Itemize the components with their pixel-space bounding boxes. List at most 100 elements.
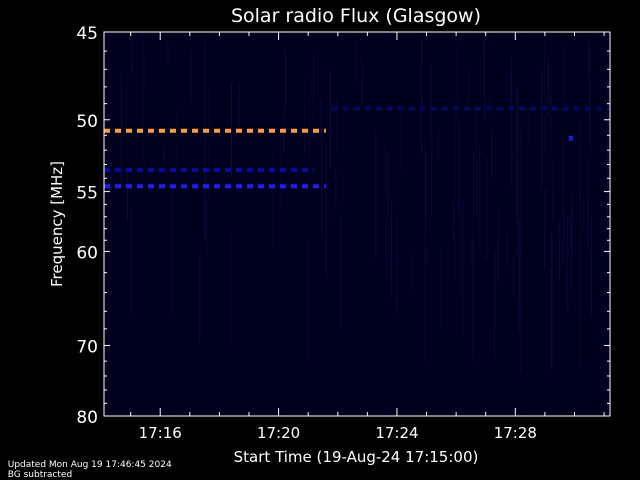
noise-streak [303, 75, 305, 166]
x-tick-label: 17:24 [375, 424, 418, 442]
noise-streak [340, 218, 342, 326]
noise-streak [544, 188, 546, 269]
noise-streak [437, 130, 439, 160]
noise-streak [354, 60, 356, 89]
noise-streak [565, 241, 567, 306]
noise-streak [401, 112, 402, 173]
noise-streak [527, 108, 529, 147]
noise-streak [497, 208, 499, 281]
noise-streak [204, 103, 206, 243]
noise-streak [320, 99, 322, 233]
noise-streak [606, 79, 608, 177]
noise-streak [470, 238, 472, 264]
x-tick-label: 17:16 [139, 424, 182, 442]
noise-streak [506, 234, 508, 268]
noise-streak [453, 97, 455, 204]
y-tick-label: 60 [76, 243, 98, 263]
y-tick-label: 80 [76, 408, 98, 428]
noise-streak [125, 85, 127, 129]
noise-streak [550, 230, 552, 370]
y-axis-label: Frequency [MHz] [48, 161, 66, 287]
noise-streak [457, 44, 459, 147]
noise-streak [548, 58, 549, 116]
noise-streak [396, 219, 398, 315]
noise-streak [489, 95, 491, 117]
y-tick-label: 70 [76, 337, 98, 357]
noise-streak [511, 56, 513, 187]
noise-streak [472, 235, 474, 358]
noise-streak [550, 86, 552, 152]
noise-streak [473, 154, 475, 215]
noise-streak [325, 144, 327, 280]
noise-streak [515, 87, 517, 216]
noise-streak [512, 256, 514, 295]
noise-streak [458, 121, 460, 215]
noise-streak [468, 67, 470, 103]
noise-streak [204, 38, 206, 116]
noise-streak [238, 83, 240, 129]
noise-streak [356, 39, 358, 73]
noise-streak [462, 202, 464, 337]
noise-streak [163, 144, 165, 166]
noise-streak [143, 125, 145, 165]
noise-streak [591, 216, 592, 316]
x-tick-label: 17:20 [257, 424, 300, 442]
x-tick-label: 17:28 [494, 424, 537, 442]
noise-streak [104, 62, 106, 131]
noise-streak [231, 83, 232, 178]
noise-streak [388, 148, 390, 260]
noise-streak [280, 125, 282, 206]
noise-streak [516, 139, 518, 256]
noise-streak [583, 193, 585, 235]
plot-frame [103, 31, 611, 417]
noise-streak [543, 42, 545, 155]
noise-streak [550, 123, 552, 172]
y-tick-label: 50 [76, 112, 98, 132]
noise-streak [285, 50, 286, 112]
noise-streak [199, 255, 201, 343]
noise-streak [304, 127, 306, 156]
noise-streak [361, 60, 363, 106]
noise-streak [440, 245, 442, 327]
noise-streak [130, 209, 132, 314]
noise-streak [272, 154, 274, 249]
noise-streak [144, 56, 146, 88]
noise-streak [309, 97, 311, 161]
noise-streak [127, 173, 128, 221]
noise-streak [580, 232, 581, 368]
noise-streak [571, 190, 573, 288]
noise-streak [430, 63, 432, 143]
noise-streak [208, 86, 210, 203]
noise-streak [479, 144, 480, 248]
noise-streak [579, 123, 581, 229]
noise-streak [375, 134, 377, 259]
noise-streak [552, 160, 554, 223]
noise-streak [425, 150, 426, 232]
noise-streak [283, 111, 285, 156]
noise-streak [491, 128, 492, 179]
noise-streak [517, 87, 519, 153]
noise-streak [459, 201, 461, 293]
noise-streak [541, 69, 543, 191]
noise-streak [475, 109, 477, 217]
noise-streak [606, 129, 608, 231]
noise-streak [307, 241, 309, 357]
noise-streak [484, 61, 486, 122]
updated-timestamp: Updated Mon Aug 19 17:46:45 2024 [7, 460, 172, 470]
noise-streak [563, 44, 565, 109]
noise-streak [567, 216, 569, 313]
noise-streak [518, 219, 520, 331]
noise-streak [190, 50, 192, 103]
noise-streak [608, 82, 610, 179]
noise-streak [313, 53, 315, 102]
y-tick-label: 55 [76, 184, 98, 204]
noise-streak [431, 131, 433, 217]
noise-streak [120, 71, 122, 183]
noise-streak [142, 32, 144, 127]
noise-streak [421, 35, 423, 154]
noise-streak [230, 229, 232, 348]
noise-streak [424, 233, 425, 364]
y-tick-label: 45 [76, 24, 98, 44]
noise-streak [170, 190, 172, 318]
